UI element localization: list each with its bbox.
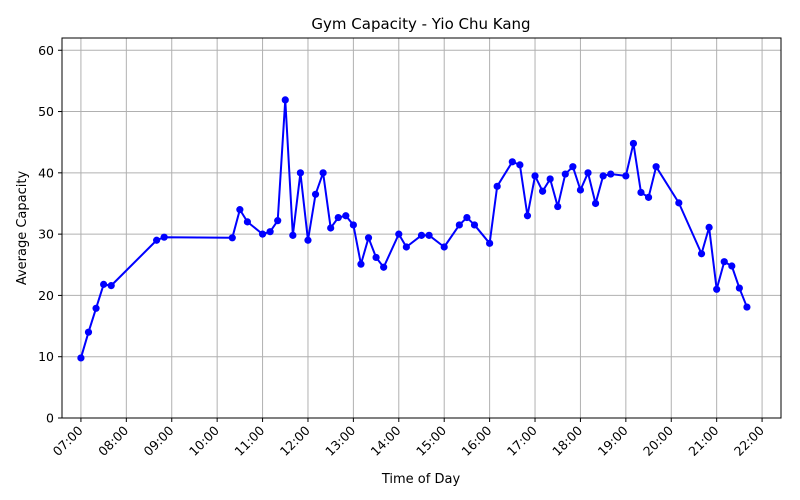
data-point <box>281 96 289 104</box>
data-point <box>629 139 638 148</box>
data-point <box>470 221 479 229</box>
data-point <box>236 206 244 214</box>
data-point <box>304 236 312 244</box>
data-point <box>644 193 653 201</box>
data-point <box>319 169 327 177</box>
data-point <box>735 284 743 292</box>
data-point <box>357 260 365 268</box>
data-point <box>720 258 728 266</box>
data-point <box>538 187 547 195</box>
y-tick-label: 30 <box>38 227 54 242</box>
data-point <box>100 280 108 288</box>
chart-title: Gym Capacity - Yio Chu Kang <box>311 15 530 33</box>
data-point <box>569 163 577 171</box>
data-point <box>697 250 706 258</box>
y-tick-label: 40 <box>38 165 54 180</box>
data-point <box>311 190 320 198</box>
data-point <box>591 199 600 208</box>
data-series <box>77 96 751 362</box>
data-point <box>402 243 410 251</box>
plot-frame <box>61 37 782 419</box>
data-point <box>576 186 585 194</box>
data-point <box>455 221 463 229</box>
data-point <box>153 236 161 244</box>
data-point <box>440 243 448 251</box>
data-point <box>463 213 471 222</box>
data-point <box>713 285 721 293</box>
series-line <box>79 98 748 359</box>
data-point <box>554 202 562 211</box>
data-point <box>160 233 168 241</box>
y-tick-label: 20 <box>38 288 54 303</box>
y-tick-label: 50 <box>38 104 54 119</box>
data-point <box>107 282 115 290</box>
data-point <box>417 231 426 239</box>
data-point <box>84 328 93 336</box>
data-point <box>228 234 236 242</box>
data-point <box>395 230 403 238</box>
data-point <box>327 224 335 232</box>
data-point <box>493 182 501 190</box>
data-point <box>705 223 713 231</box>
y-axis-label: Average Capacity <box>15 171 30 286</box>
grid <box>62 38 781 419</box>
data-point <box>486 239 494 247</box>
data-point <box>584 169 592 177</box>
data-point <box>516 161 524 169</box>
y-tick-label: 60 <box>38 43 54 58</box>
data-point <box>243 218 252 226</box>
data-point <box>508 158 516 166</box>
data-point <box>675 199 683 207</box>
data-point <box>77 354 85 362</box>
y-tick-label: 10 <box>38 349 54 364</box>
y-tick-label: 0 <box>46 411 54 426</box>
data-point <box>266 228 274 236</box>
data-point <box>652 163 660 171</box>
data-point <box>274 217 282 225</box>
data-point <box>743 303 751 311</box>
data-point <box>380 263 388 271</box>
data-point <box>622 172 630 180</box>
data-point <box>561 170 569 178</box>
data-point <box>92 304 100 312</box>
data-point <box>349 221 357 229</box>
data-point <box>289 231 297 239</box>
data-point <box>599 172 607 180</box>
data-point <box>546 175 554 183</box>
data-point <box>364 234 373 242</box>
data-point <box>372 253 380 262</box>
data-point <box>296 169 305 177</box>
x-axis-label: Time of Day <box>381 472 461 487</box>
data-point <box>334 213 342 222</box>
data-point <box>342 212 350 220</box>
data-point <box>425 231 433 239</box>
data-point <box>637 188 645 197</box>
data-point <box>607 170 615 178</box>
data-point <box>523 212 532 220</box>
data-point <box>258 230 267 238</box>
data-point <box>728 262 736 270</box>
data-point <box>531 172 539 180</box>
